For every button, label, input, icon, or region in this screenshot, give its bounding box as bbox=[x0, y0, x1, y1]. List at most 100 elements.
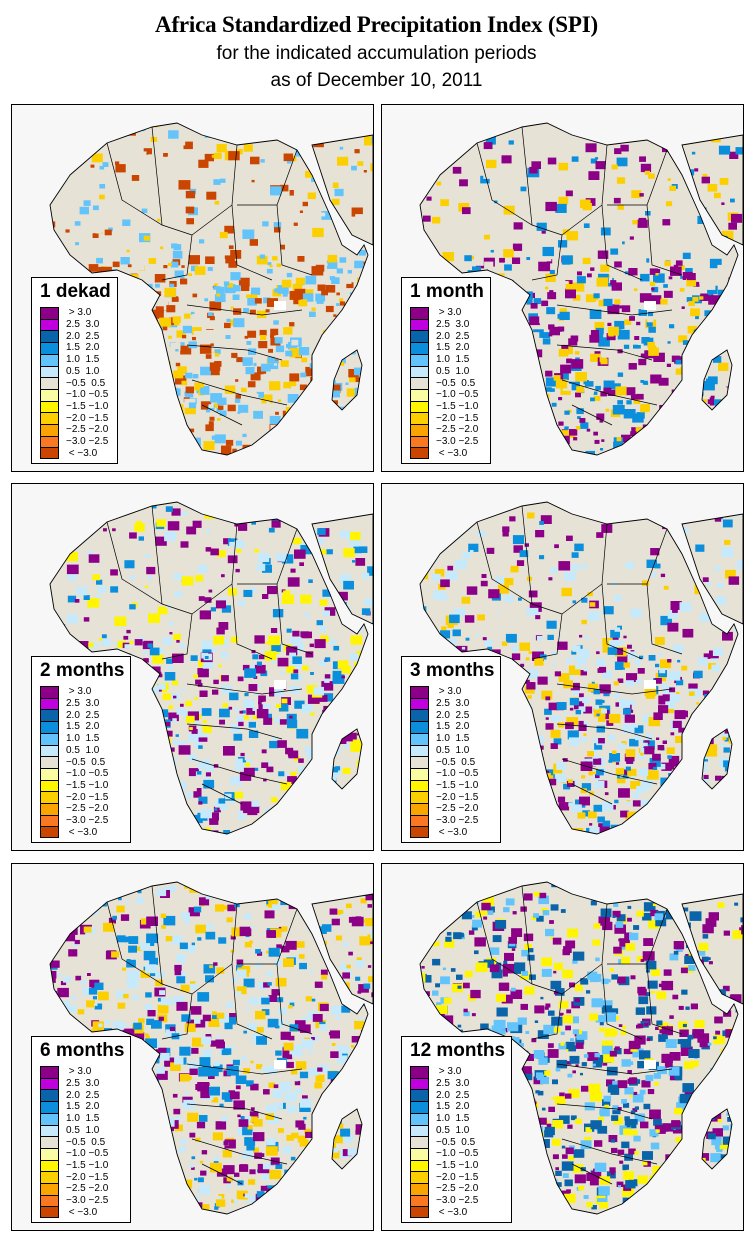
spi-pixel bbox=[678, 335, 688, 343]
spi-pixel bbox=[216, 846, 220, 849]
spi-pixel bbox=[159, 755, 169, 763]
spi-pixel bbox=[520, 663, 525, 667]
spi-pixel bbox=[582, 697, 590, 704]
spi-pixel bbox=[619, 470, 624, 472]
spi-pixel bbox=[204, 153, 214, 162]
spi-pixel bbox=[166, 305, 176, 313]
spi-pixel bbox=[229, 541, 235, 547]
spi-pixel bbox=[224, 793, 232, 800]
spi-pixel bbox=[384, 458, 388, 461]
spi-pixel bbox=[31, 978, 43, 987]
spi-pixel bbox=[364, 442, 369, 447]
spi-pixel bbox=[671, 775, 677, 780]
spi-pixel bbox=[382, 728, 388, 733]
spi-pixel bbox=[721, 230, 734, 241]
spi-pixel bbox=[558, 196, 569, 205]
spi-pixel bbox=[494, 316, 505, 325]
spi-pixel bbox=[319, 108, 323, 112]
spi-pixel bbox=[533, 383, 538, 386]
spi-pixel bbox=[272, 256, 278, 261]
spi-pixel bbox=[241, 1221, 247, 1226]
spi-pixel bbox=[156, 301, 169, 311]
spi-pixel bbox=[343, 580, 354, 590]
spi-pixel bbox=[385, 676, 390, 680]
spi-pixel bbox=[601, 351, 610, 358]
spi-pixel bbox=[447, 565, 454, 571]
spi-pixel bbox=[675, 736, 684, 743]
spi-pixel bbox=[188, 273, 192, 277]
spi-pixel bbox=[694, 757, 700, 763]
spi-pixel bbox=[152, 442, 162, 450]
legend-swatch bbox=[40, 732, 59, 745]
spi-pixel bbox=[483, 271, 489, 276]
spi-pixel bbox=[675, 827, 681, 832]
spi-pixel bbox=[686, 278, 697, 287]
lake-victoria bbox=[274, 301, 286, 310]
spi-pixel bbox=[696, 355, 703, 360]
spi-pixel bbox=[566, 231, 579, 241]
spi-pixel bbox=[662, 740, 667, 744]
spi-pixel bbox=[578, 706, 586, 712]
legend-label: < −3.0 bbox=[66, 826, 98, 838]
spi-pixel bbox=[504, 264, 512, 271]
spi-pixel bbox=[553, 375, 561, 381]
spi-pixel bbox=[449, 108, 452, 111]
spi-pixel bbox=[175, 349, 179, 352]
spi-pixel bbox=[595, 774, 600, 779]
spi-pixel bbox=[234, 398, 241, 403]
spi-pixel bbox=[13, 463, 18, 467]
spi-pixel bbox=[669, 324, 675, 329]
spi-pixel bbox=[724, 456, 728, 460]
spi-pixel bbox=[742, 286, 743, 292]
spi-pixel bbox=[596, 532, 604, 538]
spi-pixel bbox=[296, 502, 303, 509]
spi-pixel bbox=[19, 645, 29, 653]
spi-pixel bbox=[23, 372, 27, 375]
spi-pixel bbox=[502, 531, 509, 537]
spi-pixel bbox=[20, 1071, 29, 1078]
spi-pixel bbox=[383, 454, 391, 460]
spi-pixel bbox=[546, 307, 556, 315]
spi-pixel bbox=[181, 380, 188, 386]
spi-pixel bbox=[681, 801, 693, 811]
spi-pixel bbox=[272, 289, 282, 297]
spi-pixel bbox=[638, 309, 647, 316]
spi-pixel bbox=[174, 1197, 179, 1201]
spi-pixel bbox=[688, 747, 696, 754]
spi-pixel bbox=[287, 720, 298, 729]
spi-pixel bbox=[464, 255, 472, 262]
spi-pixel bbox=[190, 847, 198, 850]
spi-pixel bbox=[608, 639, 620, 649]
spi-pixel bbox=[167, 374, 172, 378]
spi-pixel bbox=[311, 452, 324, 455]
spi-pixel bbox=[492, 235, 500, 242]
spi-pixel bbox=[459, 179, 468, 187]
spi-pixel bbox=[506, 504, 512, 509]
spi-pixel bbox=[26, 263, 32, 268]
spi-pixel bbox=[661, 683, 668, 689]
spi-pixel bbox=[593, 293, 600, 299]
spi-pixel bbox=[189, 727, 193, 730]
spi-pixel bbox=[696, 443, 706, 451]
spi-pixel bbox=[715, 775, 722, 781]
spi-pixel bbox=[58, 272, 63, 276]
spi-pixel bbox=[595, 161, 606, 170]
spi-pixel bbox=[336, 788, 348, 798]
spi-pixel bbox=[145, 783, 158, 793]
spi-pixel bbox=[541, 419, 545, 423]
spi-pixel bbox=[332, 136, 339, 141]
spi-pixel bbox=[556, 702, 567, 710]
spi-pixel bbox=[298, 299, 308, 307]
spi-pixel bbox=[639, 193, 644, 197]
spi-pixel bbox=[372, 298, 373, 301]
spi-pixel bbox=[640, 752, 644, 756]
spi-pixel bbox=[345, 435, 351, 441]
spi-pixel bbox=[603, 453, 615, 455]
spi-pixel bbox=[249, 1223, 255, 1228]
spi-pixel bbox=[196, 866, 199, 869]
spi-pixel bbox=[406, 613, 418, 623]
spi-pixel bbox=[204, 329, 216, 339]
spi-pixel bbox=[661, 833, 666, 834]
spi-pixel bbox=[444, 646, 456, 656]
spi-pixel bbox=[460, 518, 467, 523]
